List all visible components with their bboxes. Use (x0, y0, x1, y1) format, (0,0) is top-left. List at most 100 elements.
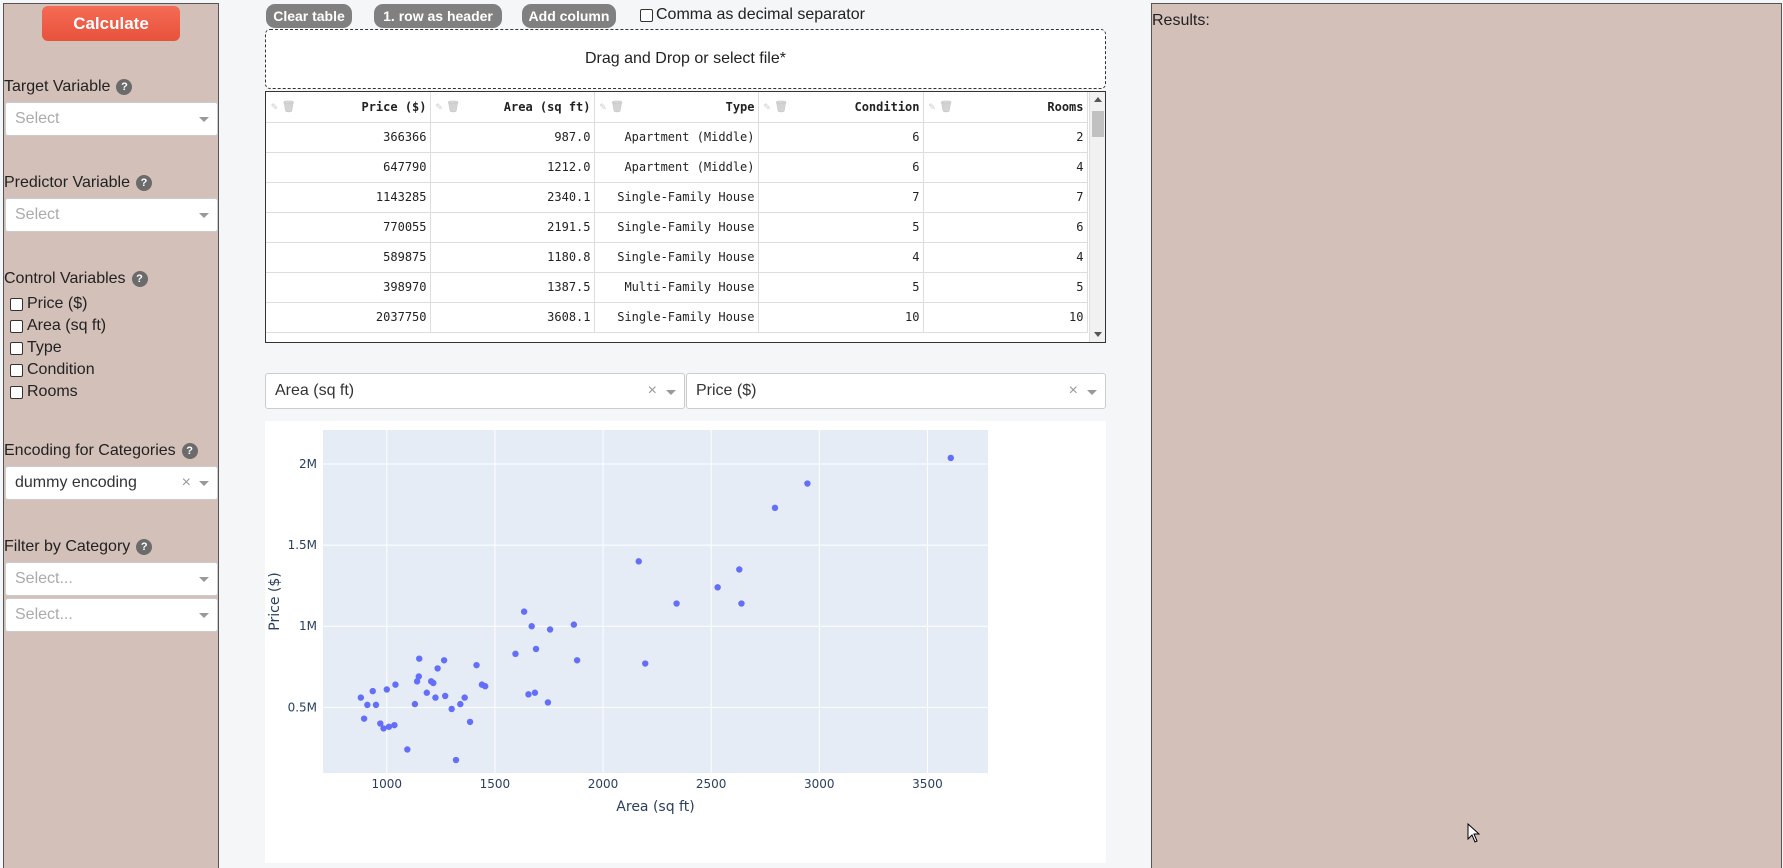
row-as-header-button[interactable]: 1. row as header (374, 4, 502, 28)
data-point[interactable] (380, 725, 387, 732)
data-point[interactable] (372, 701, 380, 709)
x-axis-select[interactable]: Area (sq ft) × (265, 373, 685, 409)
calculate-button[interactable]: Calculate (42, 6, 180, 41)
data-point[interactable] (738, 600, 745, 607)
data-point[interactable] (512, 650, 519, 658)
help-icon[interactable]: ? (135, 175, 152, 191)
data-point[interactable] (457, 700, 464, 708)
checkbox[interactable] (10, 319, 23, 333)
table-cell[interactable]: Single-Family House (594, 182, 759, 213)
table-cell[interactable]: 1212.0 (430, 152, 595, 183)
table-cell[interactable]: 1387.5 (430, 272, 595, 303)
checkbox[interactable] (10, 385, 23, 399)
table-row[interactable]: 770055 2191.5 Single-Family House 5 6 (266, 212, 1088, 243)
column-header[interactable]: ✎ 🗑 Type (594, 92, 759, 123)
data-point[interactable] (466, 718, 474, 726)
trash-icon[interactable]: 🗑 (774, 100, 789, 113)
table-cell[interactable]: 7 (758, 182, 924, 213)
column-header[interactable]: ✎ 🗑 Rooms (923, 92, 1088, 123)
pencil-icon[interactable]: ✎ (928, 100, 936, 113)
table-cell[interactable]: Apartment (Middle) (594, 122, 759, 153)
data-point[interactable] (360, 715, 368, 722)
table-cell[interactable]: 6 (758, 122, 924, 153)
scatter-plot[interactable]: 1000 1500 2000 2500 3000 3500 0.5M 1M 1.5M 2M Area… (265, 421, 1106, 863)
table-cell[interactable]: 10 (758, 302, 924, 333)
table-row[interactable]: 647790 1212.0 Apartment (Middle) 6 4 (266, 152, 1088, 183)
table-cell[interactable]: 2340.1 (430, 182, 595, 213)
table-cell[interactable]: 10 (923, 302, 1088, 333)
close-icon[interactable]: × (1068, 382, 1078, 399)
data-point[interactable] (452, 756, 460, 764)
data-point[interactable] (736, 566, 743, 573)
target-variable-select[interactable]: Select (5, 102, 218, 136)
data-point[interactable] (448, 705, 455, 713)
control-option-area[interactable]: Area (sq ft) (10, 317, 106, 335)
table-cell[interactable]: 366366 (266, 122, 431, 153)
data-point[interactable] (416, 655, 423, 662)
table-cell[interactable]: Single-Family House (594, 212, 759, 243)
column-header[interactable]: ✎ 🗑 Condition (758, 92, 924, 123)
data-point[interactable] (415, 673, 423, 680)
table-cell[interactable]: 647790 (266, 152, 431, 183)
table-cell[interactable]: 398970 (266, 272, 431, 303)
chevron-down-icon[interactable] (199, 613, 209, 618)
table-cell[interactable]: 6 (923, 212, 1088, 243)
data-point[interactable] (432, 694, 439, 701)
help-icon[interactable]: ? (181, 443, 198, 459)
filter-select-2[interactable]: Select... (5, 598, 218, 632)
filter-select-1[interactable]: Select... (5, 562, 218, 596)
table-row[interactable]: 2037750 3608.1 Single-Family House 10 10 (266, 302, 1088, 333)
data-point[interactable] (570, 621, 578, 628)
chevron-down-icon[interactable] (199, 481, 209, 486)
pencil-icon[interactable]: ✎ (763, 100, 771, 113)
table-cell[interactable]: 7 (923, 182, 1088, 213)
table-cell[interactable]: 3608.1 (430, 302, 595, 333)
data-point[interactable] (434, 665, 441, 672)
table-cell[interactable]: 5 (758, 272, 924, 303)
table-row[interactable]: 1143285 2340.1 Single-Family House 7 7 (266, 182, 1088, 213)
close-icon[interactable]: × (647, 382, 657, 399)
table-row[interactable]: 589875 1180.8 Single-Family House 4 4 (266, 242, 1088, 273)
plot-area[interactable] (323, 430, 988, 773)
comma-decimal-checkbox[interactable] (640, 8, 653, 22)
file-dropzone[interactable]: Drag and Drop or select file* (265, 29, 1106, 89)
data-point[interactable] (441, 692, 449, 700)
data-point[interactable] (573, 657, 581, 664)
scroll-down-icon[interactable] (1094, 332, 1102, 337)
table-cell[interactable]: Single-Family House (594, 242, 759, 273)
data-point[interactable] (520, 608, 528, 615)
help-icon[interactable]: ? (131, 271, 148, 287)
control-option-rooms[interactable]: Rooms (10, 383, 78, 401)
clear-table-button[interactable]: Clear table (266, 4, 352, 28)
trash-icon[interactable]: 🗑 (939, 100, 954, 113)
data-point[interactable] (377, 720, 384, 727)
chevron-down-icon[interactable] (199, 577, 209, 582)
data-point[interactable] (461, 694, 468, 701)
scroll-up-icon[interactable] (1094, 97, 1102, 102)
data-table[interactable]: ✎ 🗑 Price ($) ✎ 🗑 Area (sq ft) ✎ 🗑 Type ✎ 🗑 Cond… (265, 91, 1106, 343)
data-point[interactable] (357, 694, 365, 701)
data-point[interactable] (546, 626, 554, 633)
column-header[interactable]: ✎ 🗑 Price ($) (266, 92, 431, 123)
predictor-variable-select[interactable]: Select (5, 198, 218, 232)
help-icon[interactable]: ? (116, 79, 133, 95)
control-option-condition[interactable]: Condition (10, 361, 95, 379)
data-point[interactable] (544, 699, 552, 706)
data-point[interactable] (411, 700, 419, 708)
data-point[interactable] (528, 623, 535, 630)
encoding-select[interactable]: dummy encoding × (5, 466, 218, 500)
checkbox[interactable] (10, 297, 23, 311)
data-point[interactable] (481, 683, 489, 690)
table-cell[interactable]: 4 (758, 242, 924, 273)
scroll-thumb[interactable] (1092, 111, 1104, 137)
table-row[interactable]: 398970 1387.5 Multi-Family House 5 5 (266, 272, 1088, 303)
chevron-down-icon[interactable] (1087, 390, 1097, 395)
data-point[interactable] (532, 645, 540, 653)
data-point[interactable] (423, 689, 431, 696)
trash-icon[interactable]: 🗑 (446, 100, 461, 113)
table-cell[interactable]: 2191.5 (430, 212, 595, 243)
table-scrollbar[interactable] (1089, 92, 1105, 342)
help-icon[interactable]: ? (136, 539, 153, 555)
table-cell[interactable]: 6 (758, 152, 924, 183)
pencil-icon[interactable]: ✎ (599, 100, 607, 113)
